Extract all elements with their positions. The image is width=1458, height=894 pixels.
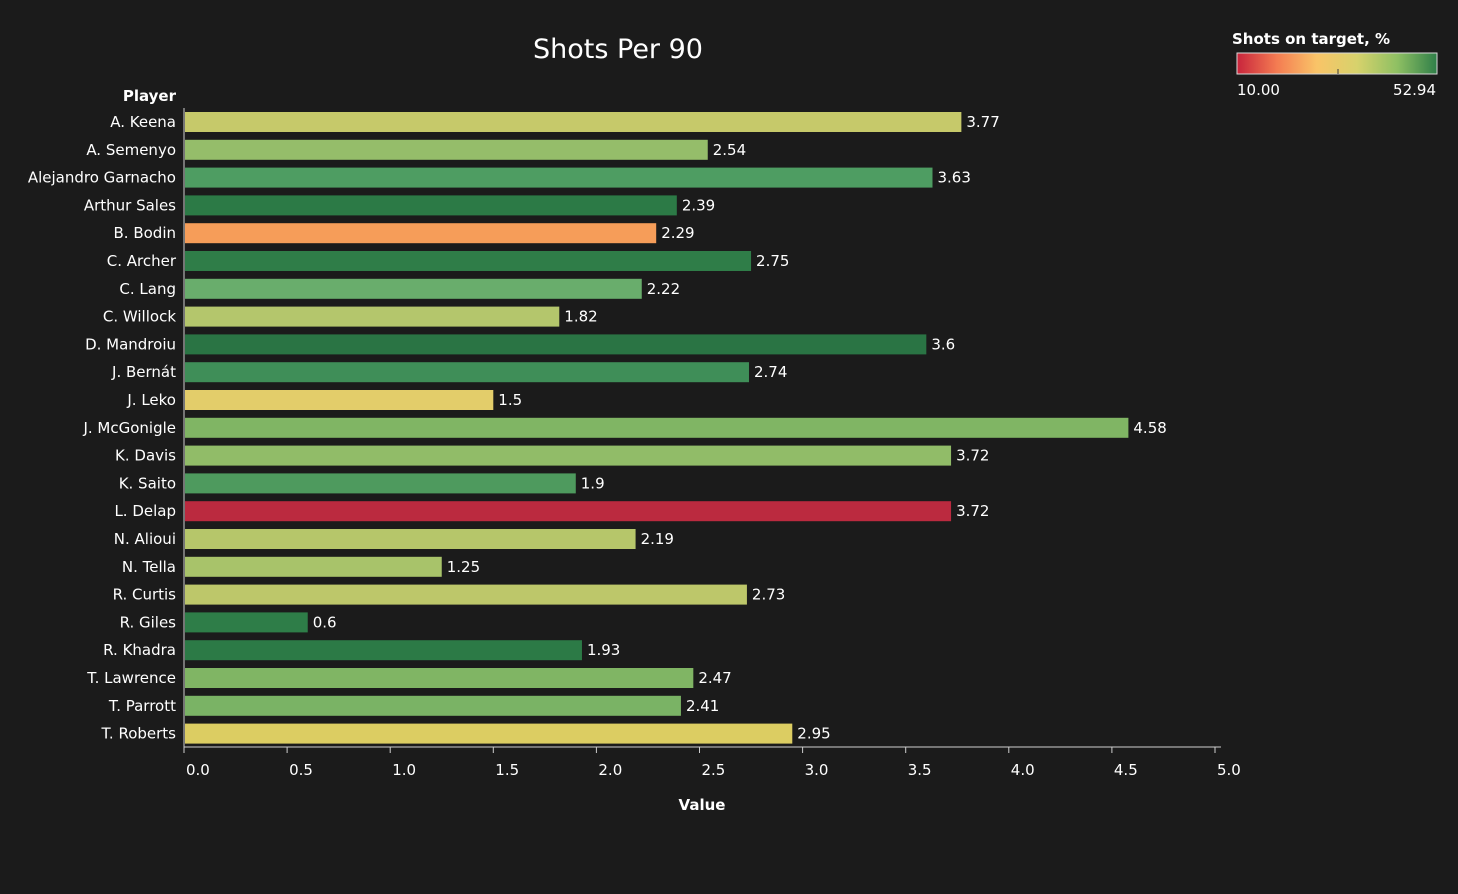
category-label: K. Davis xyxy=(115,447,176,465)
bar xyxy=(185,529,636,549)
bar xyxy=(185,139,708,160)
x-axis-title: Value xyxy=(679,796,726,814)
category-label: T. Roberts xyxy=(101,725,177,743)
category-label: T. Lawrence xyxy=(86,669,176,687)
bar xyxy=(185,306,560,327)
value-label: 2.41 xyxy=(686,697,719,715)
row-header-player: Player xyxy=(123,87,177,105)
category-label: Alejandro Garnacho xyxy=(28,169,176,187)
bar xyxy=(185,167,933,188)
category-label: J. Leko xyxy=(126,391,176,409)
value-label: 2.22 xyxy=(647,280,680,298)
category-label: A. Keena xyxy=(110,113,176,131)
bar xyxy=(185,195,677,216)
value-label: 2.39 xyxy=(682,196,715,214)
category-label: R. Khadra xyxy=(103,641,176,659)
legend-gradient-bar xyxy=(1236,52,1438,75)
x-tick-label: 3.0 xyxy=(805,761,829,779)
x-tick-label: 2.0 xyxy=(598,761,622,779)
category-label: D. Mandroiu xyxy=(85,335,176,353)
color-legend: Shots on target, % 10.00 52.94 xyxy=(1232,30,1438,99)
value-label: 3.72 xyxy=(956,502,989,520)
bar xyxy=(185,362,749,383)
x-tick-label: 5.0 xyxy=(1217,761,1241,779)
value-label: 2.75 xyxy=(756,252,789,270)
x-tick-label: 3.5 xyxy=(908,761,932,779)
category-label: L. Delap xyxy=(114,502,176,520)
bar xyxy=(185,112,962,132)
bars-group xyxy=(185,112,1129,744)
value-label: 2.95 xyxy=(797,725,830,743)
category-labels-group: A. Keena A. Semenyo Alejandro Garnacho Arth… xyxy=(28,113,177,743)
bar xyxy=(185,584,747,605)
category-label: N. Alioui xyxy=(114,530,176,548)
bar xyxy=(185,556,442,577)
value-label: 2.47 xyxy=(698,669,731,687)
value-label: 3.72 xyxy=(956,447,989,465)
category-label: R. Curtis xyxy=(113,586,177,604)
category-label: C. Archer xyxy=(107,252,177,270)
value-label: 4.58 xyxy=(1133,419,1166,437)
bar xyxy=(185,501,952,522)
value-label: 3.77 xyxy=(966,113,999,131)
value-label: 3.6 xyxy=(931,335,955,353)
x-tick-label: 4.5 xyxy=(1114,761,1138,779)
x-tick-label: 0.5 xyxy=(289,761,313,779)
x-tick-label: 4.0 xyxy=(1011,761,1035,779)
bar xyxy=(185,695,681,716)
bar xyxy=(185,473,576,494)
bar xyxy=(185,278,642,299)
legend-max-label: 52.94 xyxy=(1393,81,1436,99)
category-label: K. Saito xyxy=(119,474,176,492)
bar xyxy=(185,723,793,744)
category-label: C. Lang xyxy=(119,280,176,298)
x-tick-label: 1.5 xyxy=(495,761,519,779)
x-ticks-group: 0.0 0.5 1.0 1.5 2.0 2.5 3.0 3.5 4.0 4.5 5.0 xyxy=(183,747,1241,779)
value-label: 2.19 xyxy=(641,530,674,548)
bar xyxy=(185,668,694,688)
value-label: 1.82 xyxy=(564,308,597,326)
value-label: 2.74 xyxy=(754,363,787,381)
x-tick-label: 0.0 xyxy=(186,761,210,779)
bar xyxy=(185,445,952,466)
bar xyxy=(185,390,494,410)
value-label: 1.9 xyxy=(581,474,605,492)
value-label: 3.63 xyxy=(938,169,971,187)
value-label: 1.25 xyxy=(447,558,480,576)
category-label: A. Semenyo xyxy=(86,141,176,159)
x-tick-label: 2.5 xyxy=(702,761,726,779)
category-label: Arthur Sales xyxy=(84,196,176,214)
value-label: 2.29 xyxy=(661,224,694,242)
value-label: 0.6 xyxy=(313,613,337,631)
legend-title: Shots on target, % xyxy=(1232,30,1390,48)
legend-min-label: 10.00 xyxy=(1237,81,1280,99)
category-label: J. McGonigle xyxy=(82,419,176,437)
category-label: B. Bodin xyxy=(114,224,177,242)
value-label: 1.93 xyxy=(587,641,620,659)
bar xyxy=(185,640,582,661)
value-label: 2.54 xyxy=(713,141,746,159)
chart-title: Shots Per 90 xyxy=(533,34,703,65)
category-label: T. Parrott xyxy=(108,697,176,715)
bar xyxy=(185,223,657,244)
category-label: J. Bernát xyxy=(111,363,176,381)
category-label: C. Willock xyxy=(103,308,176,326)
value-label: 1.5 xyxy=(498,391,522,409)
bar xyxy=(185,251,752,271)
bar xyxy=(185,417,1129,438)
value-label: 2.73 xyxy=(752,586,785,604)
x-tick-label: 1.0 xyxy=(392,761,416,779)
value-labels-group: 3.77 2.54 3.63 2.39 2.29 2.75 2.22 1.82 3.6 2.74 1… xyxy=(313,113,1167,743)
category-label: N. Tella xyxy=(122,558,176,576)
bar xyxy=(185,334,927,355)
category-label: R. Giles xyxy=(120,613,177,631)
bar xyxy=(185,612,308,633)
